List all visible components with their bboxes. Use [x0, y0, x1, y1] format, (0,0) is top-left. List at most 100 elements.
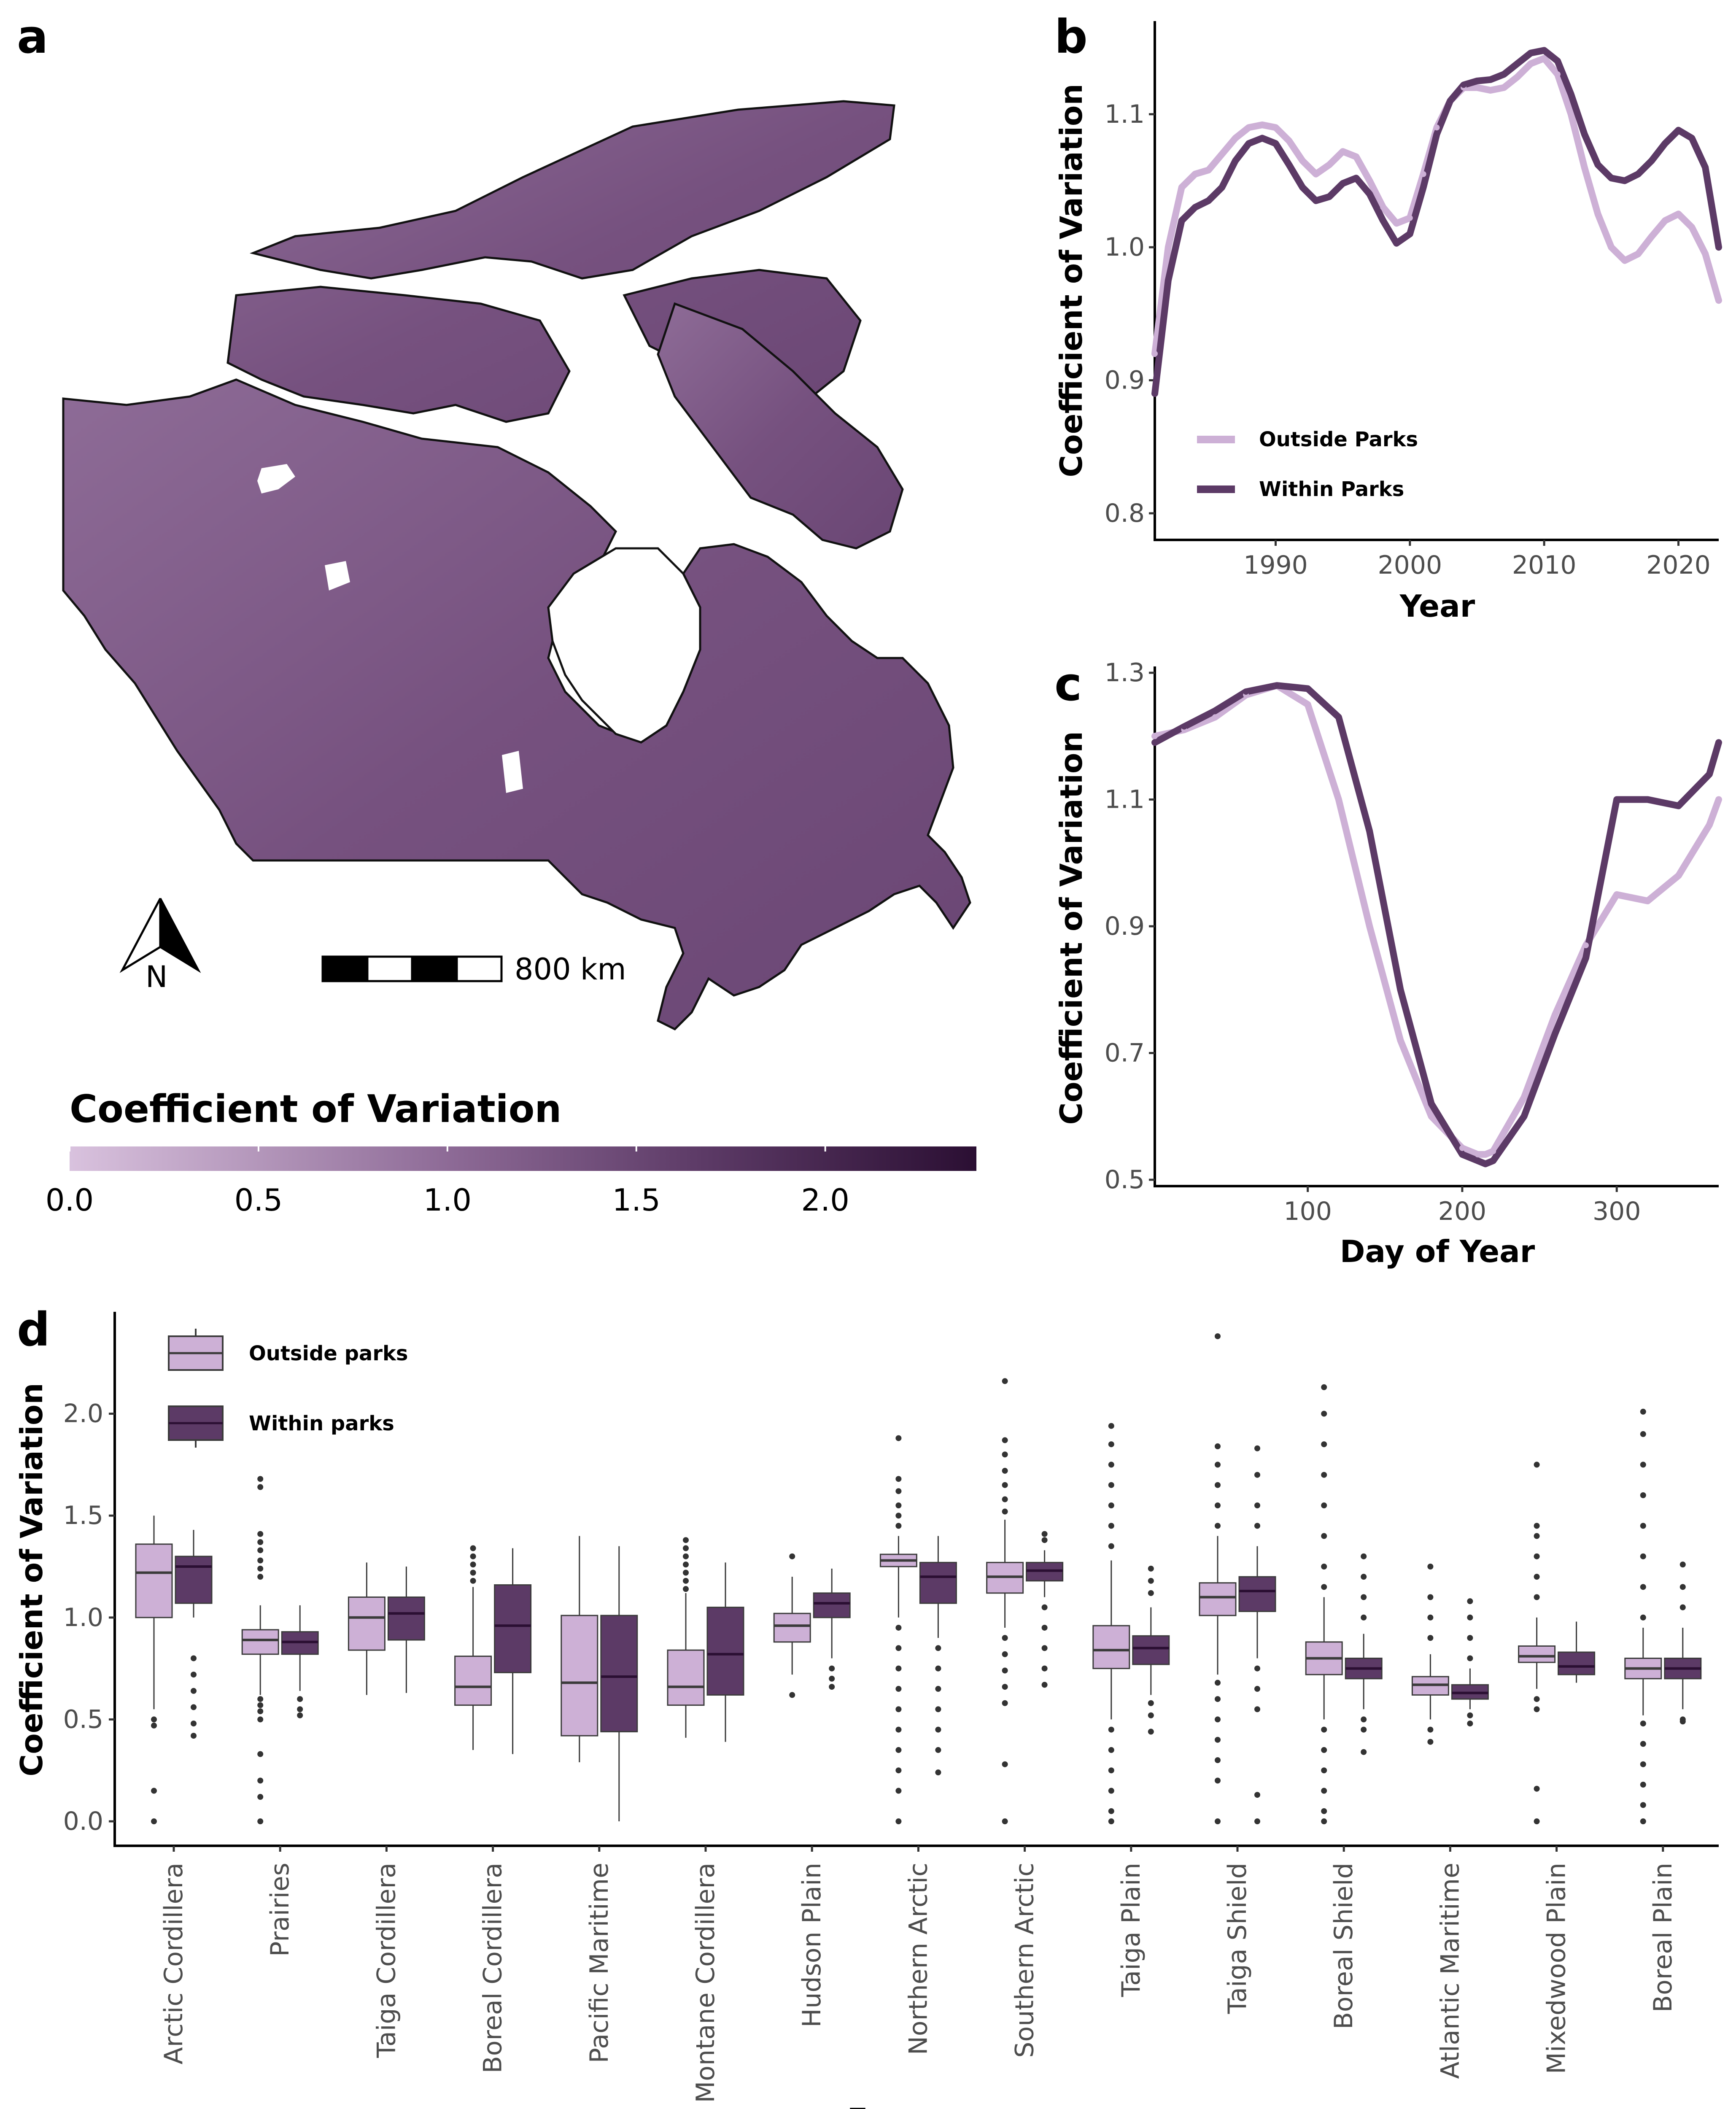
outlier-point-outside: [1215, 1333, 1221, 1339]
day-of-year-chart: 0.5 0.7 0.9 1.1 1.3 100 200 300 Day of Year Co…: [1054, 658, 1722, 1269]
outlier-point-outside: [1640, 1584, 1646, 1590]
outlier-point-within: [1679, 1584, 1686, 1590]
outlier-point-within: [1254, 1665, 1260, 1672]
data-point-outside: [1487, 87, 1493, 93]
outlier-point-outside: [1215, 1737, 1221, 1743]
outlier-point-outside: [1321, 1441, 1327, 1448]
outlier-point-within: [1467, 1598, 1473, 1605]
data-point-within: [1274, 682, 1280, 689]
outlier-point-outside: [895, 1513, 902, 1519]
colorbar-tick-label: 2.0: [801, 1182, 849, 1218]
outlier-point-outside: [895, 1747, 902, 1753]
data-point-outside: [1212, 714, 1218, 720]
data-point-within: [1232, 158, 1238, 164]
outlier-point-outside: [683, 1545, 689, 1551]
outlier-point-outside: [1321, 1384, 1327, 1390]
data-point-within: [1259, 135, 1265, 141]
data-point-outside: [1394, 220, 1399, 227]
outlier-point-outside: [1108, 1747, 1114, 1753]
box-within: [494, 1584, 532, 1673]
data-point-within: [1286, 162, 1292, 168]
outlier-point-outside: [1640, 1553, 1646, 1559]
data-point-within: [1487, 76, 1493, 83]
data-point-outside: [1501, 84, 1507, 91]
data-point-outside: [1482, 1151, 1488, 1157]
outlier-point-outside: [1321, 1533, 1327, 1539]
data-point-outside: [1192, 171, 1198, 177]
data-point-within: [1353, 175, 1359, 181]
data-point-within: [1394, 240, 1399, 246]
outlier-point-outside: [1427, 1594, 1434, 1600]
outlier-point-outside: [1534, 1785, 1540, 1792]
outlier-point-outside: [895, 1645, 902, 1651]
outlier-point-outside: [257, 1751, 264, 1757]
outlier-point-within: [1467, 1655, 1473, 1661]
outlier-point-outside: [1002, 1482, 1008, 1488]
scale-label: 800 km: [515, 952, 626, 987]
y-axis-title: Coefficient of Variation: [1054, 84, 1089, 477]
outlier-point-within: [1041, 1682, 1048, 1688]
data-point-outside: [1420, 171, 1426, 177]
series-line-within: [1151, 682, 1722, 1168]
data-point-within: [1407, 231, 1413, 237]
data-point-outside: [1286, 138, 1292, 144]
outlier-point-outside: [257, 1547, 264, 1553]
data-point-outside: [1706, 822, 1713, 828]
ecozone-boxplot: 0.0 0.5 1.0 1.5 2.0 Arctic Cordillera Prairie…: [14, 1312, 1719, 2109]
outlier-point-outside: [895, 1502, 902, 1509]
outlier-point-outside: [470, 1553, 476, 1559]
data-point-outside: [1541, 55, 1547, 62]
map-lake: [502, 751, 523, 793]
y-tick-label: 1.0: [63, 1603, 103, 1632]
outlier-point-outside: [683, 1578, 689, 1584]
box-within: [1558, 1651, 1596, 1675]
outlier-point-outside: [1002, 1818, 1008, 1825]
data-point-within: [1568, 91, 1574, 97]
outlier-point-outside: [257, 1531, 264, 1537]
data-point-within: [1716, 244, 1722, 251]
data-point-outside: [1367, 923, 1373, 929]
data-point-within: [1662, 140, 1668, 147]
data-point-outside: [1622, 257, 1628, 264]
outlier-point-outside: [470, 1562, 476, 1568]
map-hudson-bay: [547, 547, 701, 744]
colorbar-tick-label: 0.0: [46, 1182, 94, 1218]
data-point-within: [1305, 685, 1311, 692]
outlier-point-outside: [895, 1624, 902, 1631]
outlier-point-outside: [895, 1706, 902, 1713]
outlier-point-outside: [1321, 1726, 1327, 1733]
data-point-outside: [1595, 211, 1601, 217]
outlier-point-outside: [1640, 1431, 1646, 1437]
outlier-point-outside: [895, 1435, 902, 1441]
x-tick-label: 1990: [1243, 550, 1308, 580]
outlier-point-outside: [1534, 1533, 1540, 1539]
outlier-point-outside: [895, 1788, 902, 1794]
outlier-point-within: [1148, 1729, 1154, 1735]
outlier-point-outside: [1215, 1462, 1221, 1468]
data-point-outside: [1299, 158, 1306, 164]
outlier-point-outside: [151, 1788, 157, 1794]
x-tick-label: Hudson Plain: [797, 1863, 827, 2028]
outlier-point-within: [935, 1769, 941, 1776]
data-point-within: [1555, 58, 1561, 64]
data-point-outside: [1521, 1094, 1527, 1100]
legend: Outside Parks Within Parks: [1197, 428, 1418, 501]
outlier-point-outside: [1321, 1808, 1327, 1814]
outlier-point-within: [1254, 1445, 1260, 1451]
outlier-point-outside: [1108, 1767, 1114, 1774]
box-within: [1238, 1576, 1276, 1612]
data-point-within: [1706, 771, 1713, 777]
legend-label-outside: Outside Parks: [1259, 428, 1418, 451]
outlier-point-outside: [257, 1574, 264, 1580]
outlier-point-within: [1041, 1604, 1048, 1610]
box-outside: [773, 1613, 811, 1643]
outlier-point-within: [1148, 1578, 1154, 1584]
outlier-point-outside: [1321, 1410, 1327, 1417]
outlier-point-outside: [151, 1716, 157, 1723]
outlier-point-outside: [151, 1722, 157, 1729]
data-point-outside: [1702, 251, 1709, 257]
outlier-point-within: [1361, 1749, 1367, 1755]
data-point-within: [1397, 987, 1404, 993]
outlier-point-within: [935, 1747, 941, 1753]
outlier-point-outside: [1002, 1437, 1008, 1443]
